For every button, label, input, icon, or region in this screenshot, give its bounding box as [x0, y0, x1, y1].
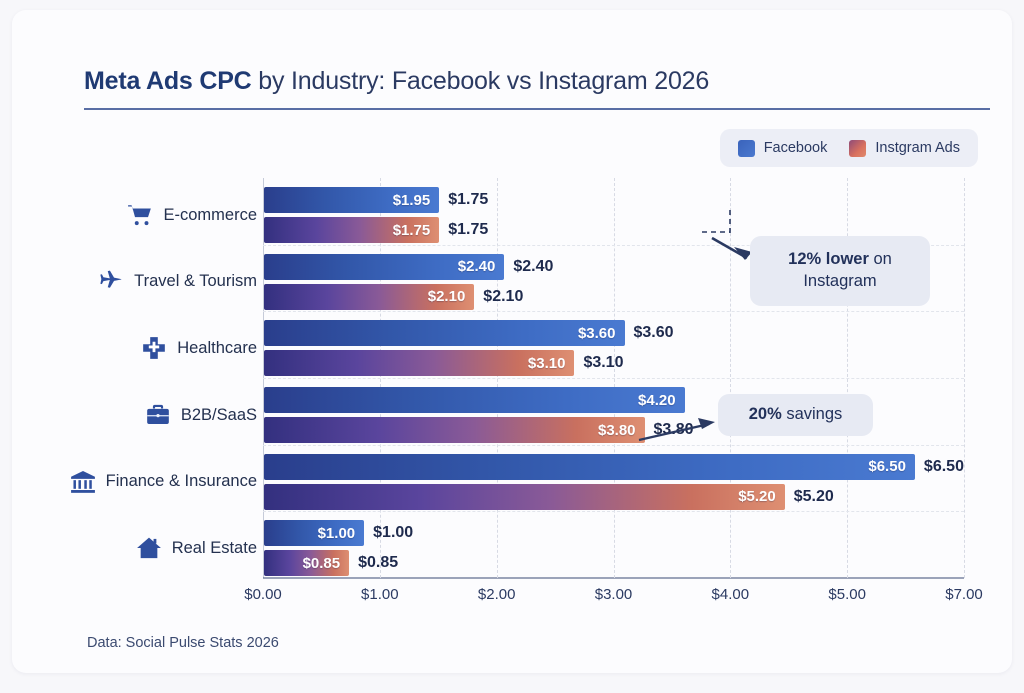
annotation-instagram-lower: 12% lower on Instagram [750, 236, 930, 306]
annotation-savings: 20% savings [718, 394, 873, 436]
medical-cross-icon [141, 335, 167, 361]
bar-facebook[interactable]: $1.00 [264, 520, 365, 547]
bar-value-label-outside: $3.80 [653, 421, 694, 438]
bar-value-label-inside: $1.00 [317, 524, 356, 542]
annotation-2-bold: 20% [748, 405, 782, 423]
chart-source-note: Data: Social Pulse Stats 2026 [87, 635, 279, 651]
bar-value-label-outside: $5.20 [793, 487, 834, 505]
bar-value-label-inside: $2.10 [427, 288, 466, 306]
category-row: B2B/SaaS [22, 401, 257, 429]
bar-value-label-inside: $3.80 [597, 421, 636, 439]
briefcase-icon [145, 402, 171, 428]
bar-instagram[interactable]: $3.80 [264, 417, 645, 443]
bar-value-label-outside: $2.40 [513, 257, 554, 275]
category-label: Finance & Insurance [105, 472, 257, 491]
bar-value-label-inside: $5.20 [738, 488, 776, 506]
bar-value-label-outside: $1.75 [448, 191, 489, 208]
category-label: Healthcare [177, 338, 257, 357]
category-row: Finance & Insurance [22, 468, 257, 496]
x-axis-line [263, 577, 964, 579]
plot-area: $0.00 $1.00 $2.00 $3.00 $4.00 $5.00 $7.00 $1.95… [244, 178, 983, 603]
shopping-cart-icon [127, 202, 153, 228]
bar-value-label-outside: $1.75 [448, 221, 489, 238]
bar-value-label-inside: $3.60 [577, 324, 616, 342]
bar-value-label-outside: $6.50 [923, 457, 964, 475]
legend-swatch-instagram [849, 139, 867, 157]
bar-instagram[interactable]: $5.20 [264, 483, 785, 510]
bar-instagram[interactable]: $0.85 [264, 550, 350, 577]
legend-label-instagram: Instgram Ads [875, 140, 960, 156]
annotation-2-rest: savings [781, 405, 843, 423]
category-row: Travel & Tourism [22, 268, 257, 296]
gridline-horizontal [263, 511, 964, 513]
legend-item-instagram[interactable]: Instgram Ads [849, 139, 960, 157]
category-label: Travel & Tourism [134, 272, 257, 291]
gridline-horizontal [263, 244, 964, 246]
category-label: Real Estate [171, 538, 257, 557]
x-axis-tick-label: $5.00 [828, 586, 866, 603]
x-axis-tick-label: $7.00 [945, 586, 983, 603]
chart-card: Meta Ads CPC by Industry: Facebook vs In… [12, 10, 1012, 673]
bar-facebook[interactable]: $3.60 [264, 320, 625, 347]
bar-value-label-outside: $0.85 [358, 554, 399, 572]
category-row: E-commerce [22, 201, 257, 229]
category-label: B2B/SaaS [180, 405, 257, 424]
x-axis-tick-label: $3.00 [594, 586, 633, 603]
legend-label-facebook: Facebook [763, 140, 828, 156]
x-axis-tick-label: $2.00 [477, 586, 516, 603]
category-row: Healthcare [22, 334, 257, 362]
house-icon [136, 535, 162, 561]
bar-value-label-inside: $3.10 [527, 354, 566, 372]
bar-facebook[interactable]: $4.20 [264, 387, 685, 413]
bar-facebook[interactable]: $6.50 [264, 453, 915, 480]
page-title-rest: by Industry: Facebook vs Instagram 2026 [251, 67, 710, 95]
x-axis-tick-label: $1.00 [361, 586, 399, 603]
bar-value-label-inside: $2.40 [457, 258, 496, 276]
gridline-horizontal [263, 311, 964, 313]
bar-value-label-inside: $1.75 [392, 221, 431, 239]
legend-item-facebook[interactable]: Facebook [737, 139, 828, 157]
chart-legend: Facebook Instgram Ads [719, 129, 978, 167]
bar-value-label-outside: $1.00 [373, 524, 414, 542]
bar-instagram[interactable]: $1.75 [264, 217, 440, 243]
bar-value-label-outside: $3.10 [583, 354, 624, 372]
gridline-horizontal [263, 444, 964, 446]
x-axis-tick-label: $4.00 [711, 586, 750, 603]
gridline-vertical [964, 178, 965, 578]
bar-instagram[interactable]: $3.10 [264, 350, 575, 377]
bar-value-label-inside: $6.50 [868, 458, 906, 476]
bank-icon [70, 469, 96, 495]
gridline-horizontal [263, 378, 964, 379]
bar-value-label-outside: $2.10 [483, 287, 524, 305]
title-divider [84, 108, 990, 110]
category-row: Real Estate [22, 534, 257, 562]
page-title: Meta Ads CPC by Industry: Facebook vs In… [84, 67, 709, 96]
category-label: E-commerce [163, 205, 257, 224]
annotation-1-rest: on Instagram [803, 250, 892, 290]
x-axis-tick-label: $0.00 [244, 586, 282, 603]
airplane-icon [98, 269, 124, 295]
bar-value-label-outside: $3.60 [633, 324, 674, 342]
page-title-strong: Meta Ads CPC [84, 67, 252, 95]
annotation-1-bold: 12% lower [788, 250, 869, 268]
legend-swatch-facebook [737, 139, 755, 157]
bar-instagram[interactable]: $2.10 [264, 283, 475, 310]
bar-value-label-inside: $0.85 [302, 554, 341, 572]
bar-facebook[interactable]: $2.40 [264, 253, 505, 280]
bar-facebook[interactable]: $1.95 [264, 187, 440, 213]
bar-value-label-inside: $1.95 [392, 191, 431, 209]
bar-value-label-inside: $4.20 [638, 391, 676, 409]
